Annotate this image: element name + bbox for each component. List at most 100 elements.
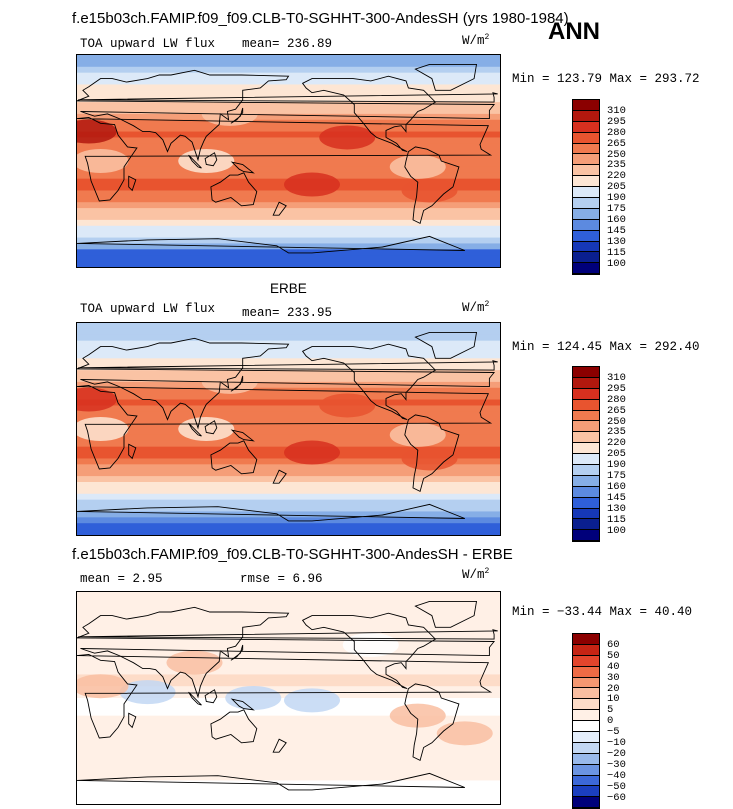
colorbar-box (573, 230, 599, 242)
colorbar-tick-label: 295 (607, 115, 626, 128)
colorbar-box (573, 753, 599, 765)
colorbar-tick-label: 190 (607, 192, 626, 205)
colorbar-box (573, 742, 599, 754)
colorbar-tick-label: −40 (607, 769, 626, 782)
continent-outline (77, 69, 496, 162)
colorbar-box (573, 443, 599, 455)
continent-outline (301, 75, 437, 153)
map-band (77, 84, 500, 91)
continent-outline (188, 154, 202, 169)
continent-outline (230, 375, 244, 392)
colorbar-tick-label: 30 (607, 671, 620, 684)
colorbar-box (573, 198, 599, 209)
colorbar-tick-label: 310 (607, 104, 626, 117)
continent-outline (404, 414, 460, 493)
map-band (77, 399, 500, 407)
colorbar-tick-label: 175 (607, 470, 626, 482)
colorbar-box (573, 454, 599, 466)
map-band (77, 423, 500, 430)
map-band (77, 603, 500, 611)
panel3-rmse: rmse = 6.96 (240, 572, 323, 586)
map-anomaly-patch (166, 650, 223, 675)
colorbar-tick-label: 220 (607, 170, 626, 183)
colorbar-box (573, 775, 599, 787)
continent-outline (78, 629, 498, 640)
map-band (77, 721, 500, 729)
colorbar-tick-label: −30 (607, 758, 626, 771)
continent-outline (230, 107, 244, 124)
continent-outline (301, 343, 437, 421)
continent-outline (414, 331, 478, 359)
map-band (77, 792, 500, 799)
map-band (77, 639, 500, 646)
panel3-units: W/m2 (462, 567, 490, 583)
continent-outline (414, 63, 478, 91)
map-band (77, 739, 500, 746)
colorbar-box (573, 699, 599, 711)
colorbar-tick-label: 265 (607, 137, 626, 150)
map-band (77, 709, 500, 717)
colorbar-tick-label: 100 (607, 524, 626, 537)
map-band (77, 334, 500, 342)
colorbar-box (573, 465, 599, 476)
season-label: ANN (548, 18, 600, 45)
map-band (77, 225, 500, 233)
panel1-colorbar: 310 295 280 265 250 235 220 205 190 175 160 145 130 1… (572, 99, 626, 276)
map-band (77, 208, 500, 215)
map-band (77, 161, 500, 168)
map-anomaly-patch (77, 674, 129, 699)
colorbar-tick-label: 280 (607, 126, 626, 139)
panel1-map-svg (77, 55, 500, 267)
colorbar-tick-label: 40 (607, 660, 620, 673)
map-anomaly-patch (342, 633, 399, 657)
map-band (77, 745, 500, 752)
map-band (77, 113, 500, 121)
map-band (77, 529, 500, 535)
map-band (77, 493, 500, 501)
case-title: f.e15b03ch.FAMIP.f09_f09.CLB-T0-SGHHT-30… (72, 10, 569, 27)
colorbar-box (573, 677, 599, 689)
map-band (77, 668, 500, 676)
continent-outline (188, 691, 202, 706)
colorbar-box (573, 143, 599, 155)
map-band (77, 237, 500, 245)
continent-outline (77, 116, 493, 202)
map-band (77, 108, 500, 115)
panel1-map (76, 54, 501, 268)
continent-outline (77, 772, 465, 791)
map-band (77, 482, 500, 489)
colorbar-box (573, 475, 599, 487)
colorbar-box (573, 241, 599, 253)
map-band (77, 376, 500, 383)
map-band (77, 60, 500, 68)
continent-outline (230, 429, 255, 442)
map-band (77, 387, 500, 395)
map-anomaly-patch (401, 178, 458, 203)
continent-outline (230, 698, 255, 711)
continent-outline (204, 152, 218, 167)
continent-outline (77, 235, 465, 254)
map-band (77, 358, 500, 365)
map-band (77, 645, 500, 652)
map-band (77, 470, 500, 477)
colorbar-tick-label: −10 (607, 737, 626, 749)
continent-outline (272, 738, 287, 753)
map-band (77, 66, 500, 74)
map-band (77, 774, 500, 782)
map-band (77, 143, 500, 150)
colorbar-box (573, 252, 599, 264)
map-band (77, 487, 500, 495)
continent-outline (210, 709, 258, 744)
colorbar-tick-label: −20 (607, 747, 626, 760)
map-band (77, 615, 500, 623)
colorbar-tick-label: 175 (607, 203, 626, 215)
map-band (77, 780, 500, 787)
map-band (77, 762, 500, 770)
map-band (77, 172, 500, 180)
colorbar-tick-label: 130 (607, 502, 626, 515)
map-band (77, 149, 500, 156)
colorbar-tick-label: 310 (607, 371, 626, 384)
panel1-variable: TOA upward LW flux (80, 37, 216, 51)
continent-outline (404, 683, 460, 762)
continent-outline (77, 653, 493, 739)
